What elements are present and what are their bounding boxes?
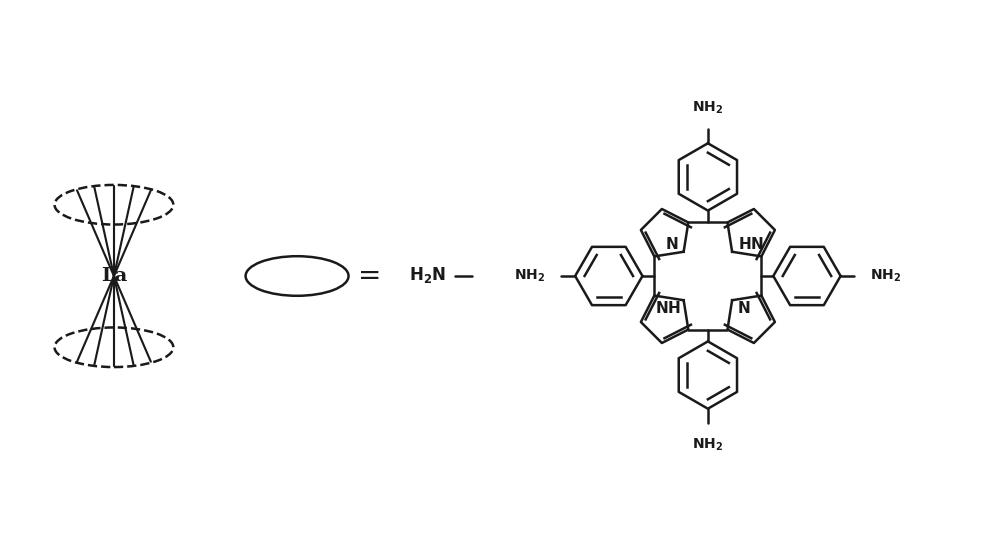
Text: =: = [358, 262, 381, 290]
Text: $\mathbf{NH_2}$: $\mathbf{NH_2}$ [514, 268, 545, 284]
Text: $\mathbf{H_2N}$: $\mathbf{H_2N}$ [409, 265, 446, 285]
Text: $\mathbf{NH_2}$: $\mathbf{NH_2}$ [870, 268, 902, 284]
Text: $\mathbf{N}$: $\mathbf{N}$ [737, 300, 751, 316]
Text: $\mathbf{NH_2}$: $\mathbf{NH_2}$ [692, 99, 724, 116]
Text: $\mathbf{N}$: $\mathbf{N}$ [665, 236, 678, 252]
Text: La: La [101, 267, 127, 285]
Text: $\mathbf{NH}$: $\mathbf{NH}$ [655, 300, 681, 316]
Text: $\mathbf{HN}$: $\mathbf{HN}$ [738, 236, 764, 252]
Text: $\mathbf{NH_2}$: $\mathbf{NH_2}$ [692, 436, 724, 453]
